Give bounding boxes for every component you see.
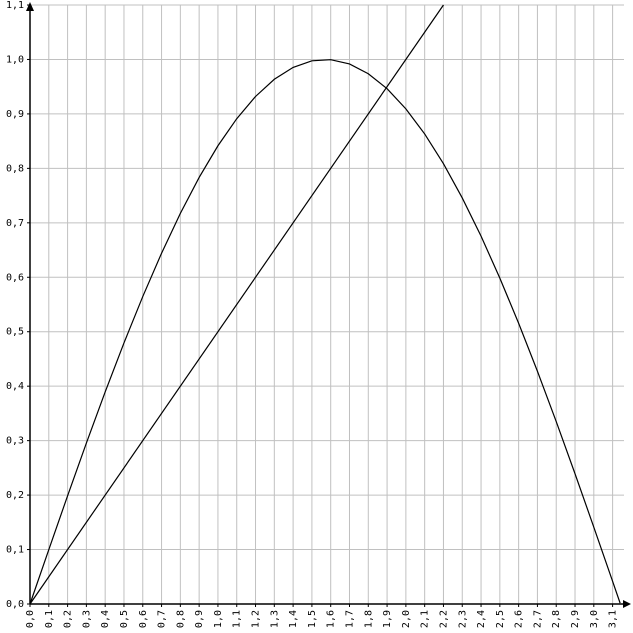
x-tick-label: 2,1 — [420, 610, 431, 628]
x-tick-label: 0,5 — [119, 610, 130, 628]
x-tick-label: 1,1 — [232, 610, 243, 628]
y-axis-arrow — [26, 2, 34, 11]
x-tick-label: 2,8 — [551, 610, 562, 628]
x-tick-label: 0,8 — [175, 610, 186, 628]
y-tick-label: 0,3 — [6, 436, 24, 447]
x-tick-label: 2,2 — [438, 610, 449, 628]
x-tick-label: 2,4 — [476, 610, 487, 628]
x-tick-label: 0,3 — [81, 610, 92, 628]
x-tick-label: 2,7 — [532, 610, 543, 628]
x-tick-label: 1,4 — [288, 610, 299, 628]
y-tick-label: 0,9 — [6, 109, 24, 120]
y-tick-label: 0,2 — [6, 490, 24, 501]
x-tick-label: 2,3 — [457, 610, 468, 628]
x-tick-label: 3,1 — [608, 610, 619, 628]
x-tick-label: 2,0 — [401, 610, 412, 628]
x-tick-label: 0,4 — [100, 610, 111, 628]
x-tick-label: 0,9 — [194, 610, 205, 628]
grid — [27, 4, 624, 607]
y-tick-label: 0,4 — [6, 381, 24, 392]
y-tick-label: 0,8 — [6, 163, 24, 174]
y-tick-label: 0,5 — [6, 327, 24, 338]
y-tick-label: 0,0 — [6, 599, 24, 610]
y-tick-label: 0,7 — [6, 218, 24, 229]
x-tick-label: 1,8 — [363, 610, 374, 628]
y-tick-label: 1,1 — [6, 0, 24, 11]
x-tick-label: 2,5 — [495, 610, 506, 628]
x-tick-label: 0,2 — [63, 610, 74, 628]
y-tick-label: 0,6 — [6, 272, 24, 283]
x-tick-label: 0,6 — [138, 610, 149, 628]
series-line — [29, 4, 444, 605]
x-tick-label: 2,9 — [570, 610, 581, 628]
plot — [29, 4, 621, 605]
y-tick-label: 1,0 — [6, 54, 24, 65]
x-axis-arrow — [623, 600, 631, 608]
x-tick-label: 0,1 — [44, 610, 55, 628]
x-tick-label: 1,7 — [344, 610, 355, 628]
x-tick-label: 0,7 — [157, 610, 168, 628]
x-tick-label: 1,9 — [382, 610, 393, 628]
x-tick-label: 0,0 — [25, 610, 36, 628]
y-tick-label: 0,1 — [6, 545, 24, 556]
x-tick-label: 1,5 — [307, 610, 318, 628]
x-tick-label: 1,6 — [326, 610, 337, 628]
x-tick-label: 2,6 — [514, 610, 525, 628]
x-tick-label: 1,0 — [213, 610, 224, 628]
series-line — [29, 59, 621, 605]
x-tick-label: 1,3 — [269, 610, 280, 628]
x-tick-label: 1,2 — [251, 610, 262, 628]
x-tick-label: 3,0 — [589, 610, 600, 628]
